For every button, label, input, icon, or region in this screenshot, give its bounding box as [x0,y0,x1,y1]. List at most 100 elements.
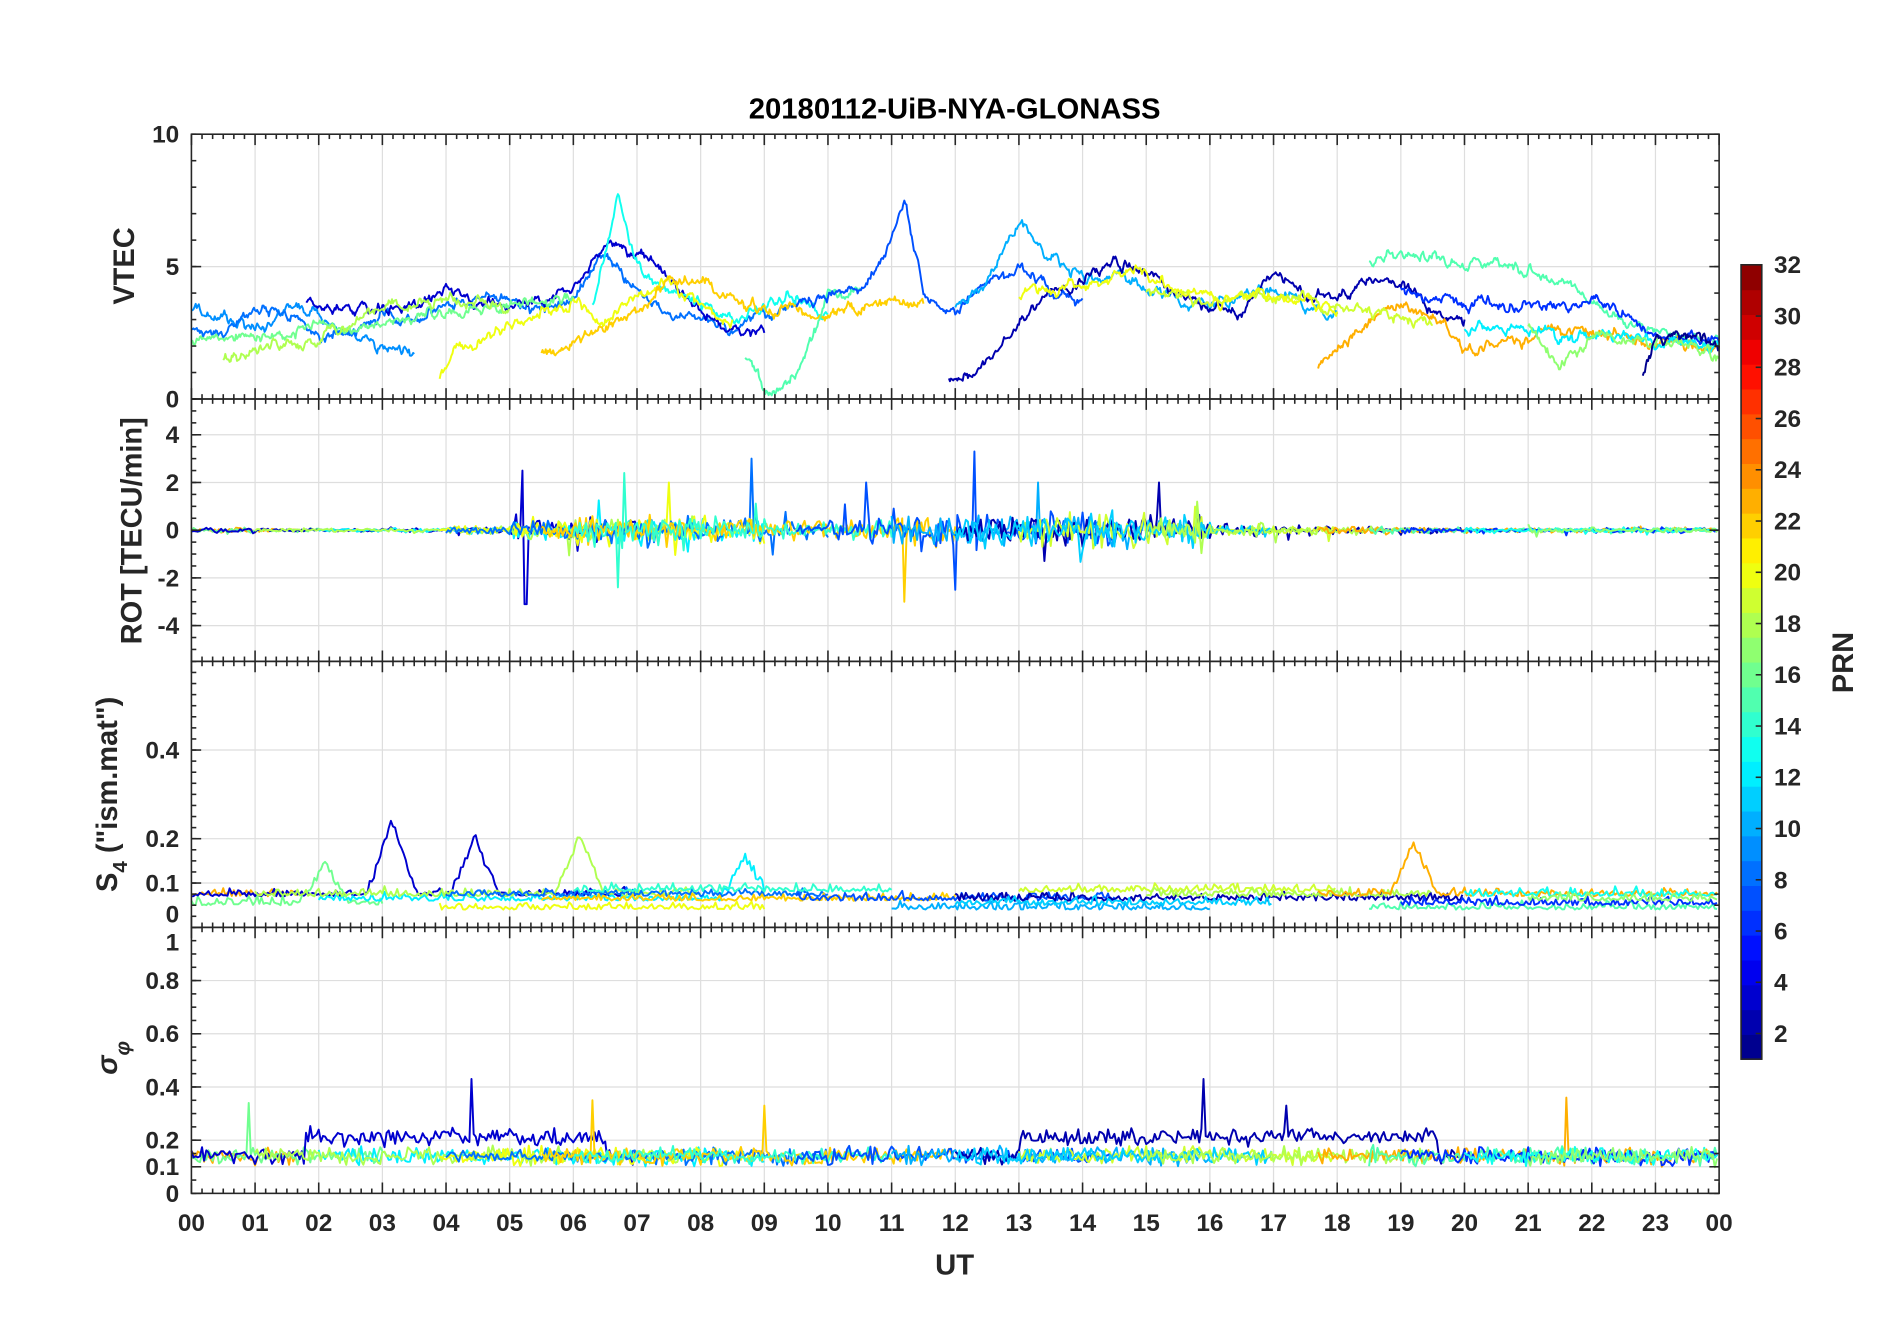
s4-trace-prn-23 [1317,841,1718,898]
sigma-trace-prn-7 [795,1144,1116,1166]
rot-trace-prn-11 [954,509,1273,563]
vtec-trace-prn-6 [1400,287,1721,346]
colorbar-band [1741,835,1762,862]
colorbar-band [1741,289,1762,316]
vtec-trace-prn-2 [948,255,1466,383]
colorbar-tick-label: 22 [1774,509,1801,536]
colorbar-tick-label: 6 [1774,919,1788,946]
x-tick-label: 14 [1069,1210,1097,1237]
s4-trace-prn-8 [445,886,829,898]
rot-trace-prn-2 [954,481,1464,562]
panel-frame-sigma [190,926,1720,1195]
colorbar-band [1741,488,1762,514]
sigma-label-main: σ [92,1054,124,1075]
s4-trace-prn-20 [438,900,766,911]
vtec-trace-prn-7 [795,199,1084,316]
sigma-trace-prn-14 [572,1145,893,1165]
colorbar-band [1741,339,1762,365]
y-tick-label-s4: 0.2 [145,826,179,853]
s4-trace-prn-17 [1527,891,1718,902]
x-tick-label: 13 [1005,1210,1032,1237]
colorbar-tick-label: 20 [1774,560,1801,587]
x-tick-label: 19 [1387,1210,1414,1237]
vtec-trace-prn-19 [1145,287,1433,329]
x-tick-label: 12 [942,1210,969,1237]
colorbar-band [1741,761,1762,787]
x-tick-label: 06 [560,1210,587,1237]
x-tick-label: 11 [879,1210,905,1237]
y-tick-label-sigma: 0 [166,1181,180,1208]
s4-trace-prn-22 [540,891,957,902]
vtec-trace-prn-18 [222,291,511,363]
rot-trace-prn-14 [572,472,893,589]
y-tick-label-rot: -4 [158,613,180,640]
x-tick-label: 07 [623,1210,650,1237]
s4-trace-prn-11 [954,894,1272,907]
s4-label-rest: ("ism.mat") [92,697,124,861]
colorbar-band [1741,711,1762,738]
colorbar-band [1741,264,1762,291]
colorbar-band [1741,686,1762,713]
x-tick-label: 05 [496,1210,523,1237]
x-tick-label: 00 [1706,1210,1733,1237]
x-tick-label: 08 [687,1210,714,1237]
s4-trace-prn-16 [190,860,384,907]
colorbar-band [1741,1009,1762,1035]
colorbar-band [1741,637,1762,663]
s4-trace-prn-14 [572,881,893,893]
vtec-trace-prn-20 [1018,264,1339,317]
y-axis-label-s4: S4 ("ism.mat") [92,697,132,892]
colorbar-band [1741,935,1762,961]
colorbar-tick-label: 32 [1774,252,1801,279]
vtec-trace-prn-20 [438,275,734,380]
x-tick-label: 17 [1260,1210,1287,1237]
colorbar-tick-label: 4 [1774,970,1788,997]
colorbar-band [1741,910,1762,936]
colorbar-tick-label: 10 [1774,816,1801,843]
y-tick-label-rot: 2 [166,470,180,497]
x-tick-label: 10 [814,1210,841,1237]
chart-title: 20180112-UiB-NYA-GLONASS [749,94,1161,126]
colorbar-band [1741,810,1762,837]
rot-trace-prn-17 [1527,523,1718,538]
vtec-trace-prn-22 [540,275,925,357]
colorbar-band [1741,885,1762,911]
rot-trace-prn-18 [1145,500,1432,555]
vtec-trace-prn-8 [190,252,798,344]
s4-trace-prn-10 [891,899,1210,911]
x-tick-label: 16 [1196,1210,1223,1237]
vtec-trace-prn-17 [1527,323,1720,371]
x-tick-label: 20 [1451,1210,1478,1237]
s4-label-sub: 4 [109,861,132,873]
y-tick-label-s4: 0.4 [145,738,179,765]
x-tick-label: 03 [369,1210,396,1237]
colorbar-tick-label: 12 [1774,765,1801,792]
colorbar-band [1741,463,1762,489]
x-tick-label: 04 [432,1210,460,1237]
y-tick-label-sigma: 0.1 [145,1154,179,1181]
colorbar-band [1741,438,1762,464]
y-tick-label-vtec: 5 [166,254,180,281]
colorbar-band [1741,959,1762,986]
colorbar-band [1741,413,1762,440]
sigma-label-sub: φ [111,1041,134,1055]
s4-trace-prn-2 [954,889,1464,902]
colorbar-band [1741,1034,1762,1060]
y-tick-label-sigma: 0.6 [145,1021,179,1048]
y-tick-label-vtec: 0 [166,387,180,414]
x-tick-label: 23 [1642,1210,1669,1237]
sigma-trace-prn-3 [190,1078,638,1166]
y-axis-label-vtec: VTEC [109,227,141,304]
colorbar-band [1741,587,1762,613]
vtec-trace-prn-15 [1368,249,1720,349]
colorbar-frame [1740,264,1763,1060]
colorbar-band [1741,860,1762,886]
s4-trace-prn-19 [1018,882,1336,893]
vtec-trace-prn-1 [1641,330,1721,376]
colorbar-band [1741,513,1762,539]
colorbar-tick-label: 2 [1774,1021,1788,1048]
colorbar-tick-label: 18 [1774,611,1801,638]
colorbar-band [1741,562,1762,589]
